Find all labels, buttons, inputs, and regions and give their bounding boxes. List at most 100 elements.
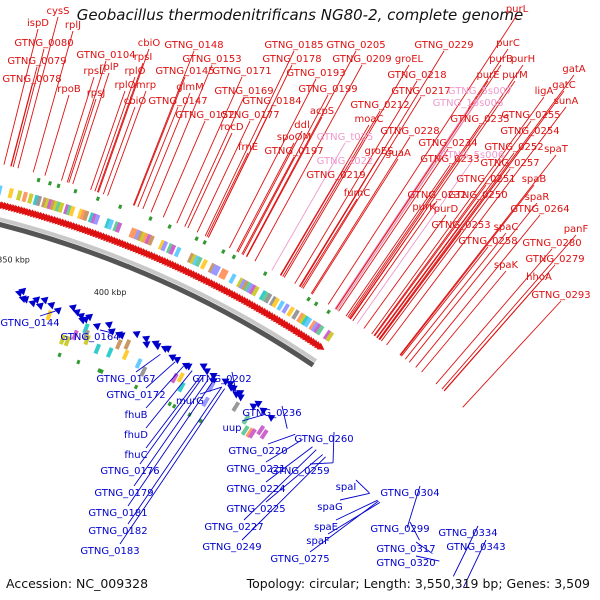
forward-label: cysS bbox=[47, 6, 70, 17]
reverse-label: GTNG_0183 bbox=[80, 546, 139, 557]
forward-leader-line bbox=[334, 108, 469, 310]
reverse-leader-line bbox=[99, 329, 114, 334]
forward-label: GTNG_0184 bbox=[242, 96, 301, 107]
forward-leader-line bbox=[310, 136, 411, 294]
forward-leader-line bbox=[66, 60, 107, 183]
forward-leader-line bbox=[142, 92, 191, 210]
reverse-gene-arrow bbox=[254, 400, 263, 408]
reverse-label: GTNG_0317 bbox=[376, 544, 435, 555]
cog-band bbox=[112, 221, 120, 232]
forward-label: frnE bbox=[238, 142, 258, 153]
forward-leader-line bbox=[204, 50, 295, 237]
reverse-label: GTNG_0182 bbox=[88, 526, 147, 537]
forward-leader-line bbox=[443, 282, 540, 392]
forward-label: GTNG_0197 bbox=[264, 146, 323, 157]
cog-band bbox=[79, 209, 87, 221]
inner-dot bbox=[167, 401, 173, 407]
scale-label: 400 kbp bbox=[94, 288, 127, 297]
forward-leader-line bbox=[348, 64, 524, 319]
cog-band bbox=[207, 262, 216, 274]
cog-band bbox=[251, 285, 260, 297]
reverse-label: GTNG_0167 bbox=[96, 374, 155, 385]
forward-label: GTNG_0293 bbox=[531, 290, 590, 301]
forward-leader-line bbox=[380, 168, 511, 342]
cog-band bbox=[35, 195, 43, 207]
cog-band bbox=[322, 329, 332, 341]
forward-label: purD bbox=[434, 204, 459, 215]
forward-leader-line bbox=[245, 50, 357, 257]
forward-leader-line bbox=[271, 142, 346, 271]
reverse-label: GTNG_0225 bbox=[226, 504, 285, 515]
inner-band bbox=[245, 427, 255, 438]
forward-label: GTNG_0232 bbox=[407, 190, 466, 201]
forward-leader-line bbox=[311, 158, 399, 295]
forward-label: guaA bbox=[385, 148, 411, 159]
reverse-leader-line bbox=[139, 376, 204, 465]
forward-leader-line bbox=[162, 120, 206, 218]
cog-band bbox=[87, 212, 95, 223]
forward-label: GTNG_0253 bbox=[431, 220, 490, 231]
forward-label: ispD bbox=[27, 18, 49, 29]
cog-band bbox=[114, 222, 123, 233]
cog-band bbox=[104, 218, 112, 229]
reverse-gene-arrow bbox=[226, 381, 235, 389]
cog-band bbox=[93, 214, 101, 225]
forward-leader-line bbox=[336, 96, 481, 311]
reverse-gene-arrow bbox=[107, 328, 116, 336]
cog-band bbox=[238, 278, 247, 290]
inner-dot bbox=[57, 352, 62, 358]
reverse-leader-line bbox=[39, 310, 56, 317]
cog-band bbox=[40, 197, 48, 208]
forward-label: purK bbox=[412, 202, 436, 213]
forward-gene-arrow bbox=[316, 342, 325, 350]
forward-leader-line bbox=[102, 106, 136, 195]
forward-leader-line bbox=[408, 202, 538, 363]
reverse-gene-arrow bbox=[92, 323, 101, 331]
cog-band bbox=[49, 199, 57, 211]
forward-leader-line bbox=[72, 72, 110, 185]
forward-label: GTNG_0252 bbox=[484, 142, 543, 153]
reverse-label: GTNG_0224 bbox=[226, 484, 285, 495]
topology-text: Topology: circular; Length: 3,550,319 bp… bbox=[246, 576, 590, 591]
cog-band bbox=[139, 231, 147, 243]
outer-dot bbox=[56, 183, 61, 189]
forward-leader-line bbox=[378, 74, 575, 340]
forward-leader-line bbox=[301, 198, 358, 289]
cog-band bbox=[65, 204, 73, 216]
forward-label: GTNG_5s007 bbox=[448, 86, 512, 97]
inner-dot bbox=[99, 369, 104, 374]
inner-band bbox=[58, 334, 67, 345]
forward-leader-line bbox=[400, 184, 535, 356]
cog-band bbox=[189, 253, 198, 265]
forward-label: GTNG_0255 bbox=[501, 110, 560, 121]
cog-band bbox=[160, 240, 169, 252]
reverse-leader-line bbox=[267, 433, 296, 445]
reverse-label: spaE bbox=[314, 522, 338, 533]
forward-label: groES bbox=[364, 146, 393, 157]
cog-band bbox=[296, 312, 305, 323]
cog-band bbox=[313, 323, 323, 334]
forward-label: GTNG_0233 bbox=[420, 154, 479, 165]
reverse-label-lines bbox=[39, 310, 487, 588]
reverse-label: GTNG_0260 bbox=[294, 434, 353, 445]
outer-dot bbox=[194, 236, 199, 242]
forward-label: GTNG_0219 bbox=[306, 170, 365, 181]
cog-band bbox=[298, 313, 308, 325]
forward-label: glmM bbox=[176, 82, 204, 93]
cog-band bbox=[315, 324, 325, 336]
forward-label: GTNG_0079 bbox=[7, 56, 66, 67]
forward-label: purB bbox=[489, 54, 513, 65]
reverse-label: fhuD bbox=[124, 430, 148, 441]
forward-label: spaC bbox=[494, 222, 519, 233]
cog-band bbox=[141, 232, 150, 244]
cog-band bbox=[303, 316, 313, 328]
map-title: Geobacillus thermodenitrificans NG80-2, … bbox=[76, 6, 524, 24]
forward-label: GTNG_0080 bbox=[14, 38, 73, 49]
cog-band bbox=[263, 292, 273, 304]
forward-label: GTNG_0169 bbox=[214, 86, 273, 97]
forward-label: GTNG_0257 bbox=[480, 158, 539, 169]
inner-band bbox=[139, 366, 148, 377]
forward-leader-line bbox=[184, 96, 245, 227]
